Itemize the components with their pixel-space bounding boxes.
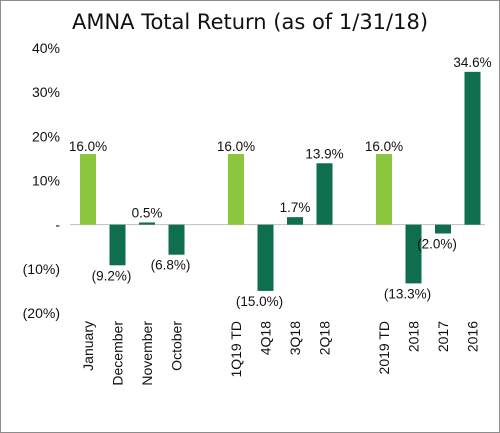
data-label: 34.6% <box>453 55 491 70</box>
data-label: 16.0% <box>365 139 403 154</box>
bar <box>228 154 244 225</box>
chart-title: AMNA Total Return (as of 1/31/18) <box>71 10 429 34</box>
x-tick-label: October <box>169 321 185 371</box>
data-label: 16.0% <box>217 139 255 154</box>
bar <box>464 71 481 225</box>
bar <box>109 224 126 266</box>
x-tick-label: 2017 <box>435 321 451 352</box>
y-tick-label: (10%) <box>23 261 60 277</box>
bar <box>80 154 96 225</box>
bar <box>405 224 422 284</box>
bar <box>168 224 185 255</box>
bar <box>316 163 333 225</box>
x-tick-label: 3Q18 <box>287 321 303 355</box>
bar <box>139 222 155 225</box>
data-label: 0.5% <box>132 205 163 220</box>
data-label: (6.8%) <box>151 258 191 273</box>
x-tick-label: 4Q18 <box>258 321 274 355</box>
y-tick-label: (20%) <box>23 305 60 321</box>
data-label: (9.2%) <box>92 268 132 283</box>
bar <box>287 217 303 225</box>
y-tick-label: 40% <box>32 40 60 56</box>
x-tick-label: December <box>110 321 126 386</box>
bar <box>435 224 451 234</box>
x-tick-label: January <box>80 321 96 371</box>
y-tick-label: 20% <box>32 128 60 144</box>
x-tick-label: 2Q18 <box>317 321 333 355</box>
bar <box>376 154 392 225</box>
x-tick-label: 2019 TD <box>376 321 392 374</box>
y-tick-label: 30% <box>32 84 60 100</box>
data-label: (2.0%) <box>417 237 457 252</box>
data-label: (13.3%) <box>384 286 431 301</box>
y-tick-label: - <box>55 217 60 233</box>
data-label: (15.0%) <box>236 294 283 309</box>
x-tick-label: 2018 <box>406 321 422 352</box>
x-tick-label: 2016 <box>465 321 481 352</box>
x-tick-label: November <box>139 321 155 386</box>
y-tick-label: 10% <box>32 173 60 189</box>
bar <box>257 224 274 291</box>
x-tick-label: 1Q19 TD <box>228 321 244 378</box>
data-label: 13.9% <box>305 146 343 161</box>
data-label: 16.0% <box>69 139 107 154</box>
data-label: 1.7% <box>280 200 311 215</box>
